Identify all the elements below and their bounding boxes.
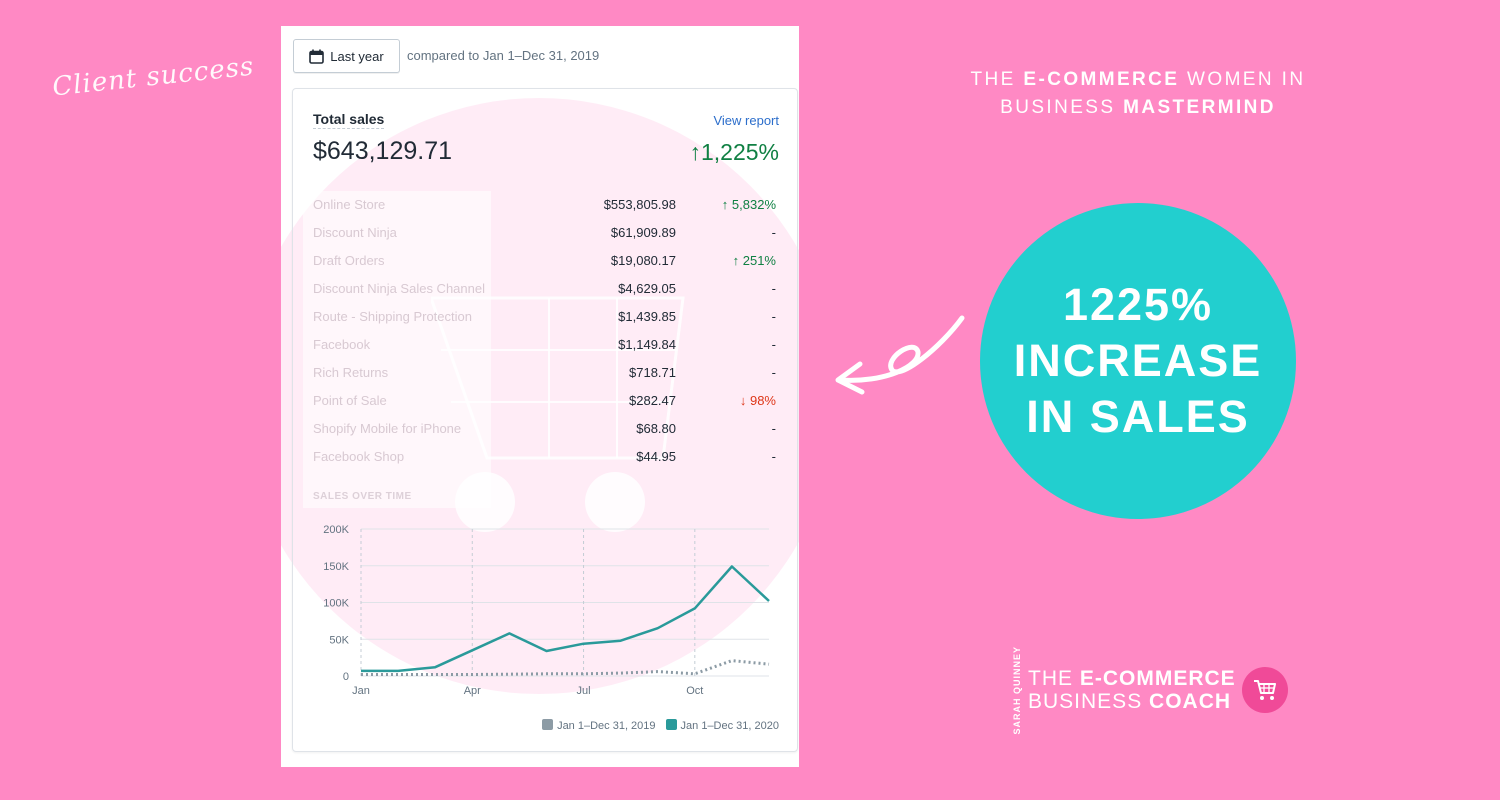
channel-name: Draft Orders [313, 253, 385, 268]
legend-item-2020: Jan 1–Dec 31, 2020 [665, 719, 779, 732]
series-line-2019 [361, 659, 770, 676]
channel-value: $4,629.05 [618, 281, 676, 296]
channel-change: - [771, 421, 776, 436]
x-tick-label: Oct [686, 685, 703, 697]
channel-name: Discount Ninja Sales Channel [313, 281, 485, 296]
channel-change: - [771, 309, 776, 324]
table-row: Rich Returns $718.71 - [313, 365, 778, 393]
y-tick-label: 150K [323, 561, 349, 573]
channel-value: $553,805.98 [603, 197, 676, 212]
y-tick-label: 50K [329, 634, 349, 646]
total-sales-change: ↑1,225% [689, 139, 779, 165]
table-row: Discount Ninja Sales Channel $4,629.05 - [313, 281, 778, 309]
channel-name: Point of Sale [313, 393, 387, 408]
total-sales-value: $643,129.71 [313, 137, 453, 165]
view-report-link[interactable]: View report [713, 113, 779, 128]
mastermind-heading: THE E-COMMERCE WOMEN IN BUSINESS MASTERM… [970, 69, 1306, 118]
section-label: SALES OVER TIME [313, 491, 412, 502]
x-tick-label: Jan [352, 685, 370, 697]
channel-value: $718.71 [629, 365, 676, 380]
x-tick-label: Jul [577, 685, 591, 697]
x-tick-label: Apr [464, 685, 481, 697]
card-title[interactable]: Total sales [313, 111, 385, 129]
channel-change: - [771, 365, 776, 380]
table-row: Shopify Mobile for iPhone $68.80 - [313, 421, 778, 449]
series-line-2020 [361, 565, 770, 673]
table-row: Facebook Shop $44.95 - [313, 449, 778, 477]
channel-name: Facebook [313, 337, 371, 352]
brand-sub: SARAH QUINNEY [1012, 646, 1022, 735]
arrow-icon [835, 315, 965, 395]
channel-value: $44.95 [636, 449, 676, 464]
calendar-icon [309, 49, 325, 64]
channel-value: $61,909.89 [610, 225, 676, 240]
table-row: Point of Sale $282.47 ↓ 98% [313, 393, 778, 421]
channel-name: Online Store [313, 197, 386, 212]
channel-change: - [771, 281, 776, 296]
y-tick-label: 0 [343, 671, 349, 683]
watermark-overlay [303, 191, 491, 508]
channel-change: ↑ 251% [732, 253, 776, 268]
shopping-cart-icon [1241, 667, 1288, 714]
client-success-script: Client success [50, 51, 256, 103]
increase-callout: 1225% INCREASE IN SALES [980, 203, 1296, 519]
channel-value: $68.80 [636, 421, 676, 436]
channel-value: $1,149.84 [618, 337, 676, 352]
legend-swatch-2019 [542, 719, 554, 730]
watermark-wheel-right [585, 472, 645, 532]
date-range-label: Last year [330, 48, 384, 64]
callout-line-1: 1225% [1062, 279, 1214, 330]
channel-change: - [771, 225, 776, 240]
table-row: Route - Shipping Protection $1,439.85 - [313, 309, 778, 337]
callout-line-3: IN SALES [1026, 391, 1250, 442]
channel-name: Route - Shipping Protection [313, 309, 472, 324]
channel-name: Rich Returns [313, 365, 389, 380]
channel-change: - [771, 449, 776, 464]
chart-legend: Jan 1–Dec 31, 2019 Jan 1–Dec 31, 2020 [542, 719, 779, 732]
table-row: Discount Ninja $61,909.89 - [313, 225, 778, 253]
legend-item-2019: Jan 1–Dec 31, 2019 [542, 719, 656, 732]
table-row: Draft Orders $19,080.17 ↑ 251% [313, 253, 778, 281]
channel-change: - [771, 337, 776, 352]
channel-name: Shopify Mobile for iPhone [313, 421, 462, 436]
compare-text: compared to Jan 1–Dec 31, 2019 [407, 48, 600, 63]
table-row: Facebook $1,149.84 - [313, 337, 778, 365]
date-range-button[interactable]: Last year [293, 39, 400, 73]
table-row: Online Store $553,805.98 ↑ 5,832% [313, 197, 778, 225]
channel-value: $19,080.17 [610, 253, 676, 268]
channel-name: Discount Ninja [313, 225, 397, 240]
analytics-panel: Last year compared to Jan 1–Dec 31, 2019… [281, 26, 799, 767]
channel-change: ↓ 98% [739, 393, 776, 408]
callout-line-2: INCREASE [1013, 335, 1263, 386]
channel-name: Facebook Shop [313, 449, 405, 464]
legend-swatch-2020 [665, 719, 677, 730]
y-tick-label: 200K [323, 524, 349, 536]
channel-value: $282.47 [629, 393, 676, 408]
y-tick-label: 100K [323, 598, 349, 610]
brand-logo: SARAH QUINNEY THE E-COMMERCE BUSINESS CO… [1012, 646, 1288, 735]
channel-value: $1,439.85 [618, 309, 676, 324]
channel-change: ↑ 5,832% [721, 197, 776, 212]
total-sales-card: Total sales View report $643,129.71 ↑1,2… [292, 88, 798, 752]
watermark-wheel-left [455, 472, 515, 532]
